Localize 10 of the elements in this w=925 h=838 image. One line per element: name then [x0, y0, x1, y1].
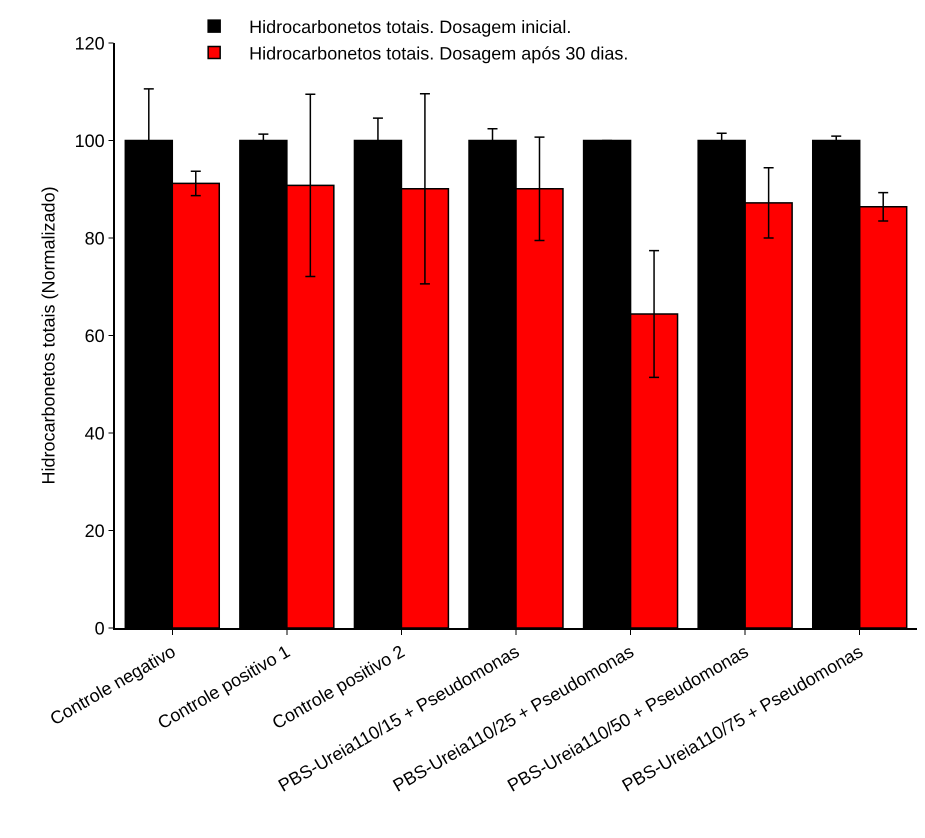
legend-label: Hidrocarbonetos totais. Dosagem inicial.	[249, 17, 572, 38]
y-tick-label: 80	[84, 228, 105, 248]
y-tick-label: 100	[74, 130, 105, 151]
legend-label: Hidrocarbonetos totais. Dosagem após 30 dias.	[249, 44, 628, 64]
y-tick-label: 60	[84, 326, 105, 346]
y-tick-label: 20	[84, 520, 105, 541]
y-tick-label: 0	[94, 618, 105, 638]
y-axis-title: Hidrocarbonetos totais (Normalizado)	[38, 186, 58, 485]
y-tick-label: 120	[74, 33, 105, 54]
y-tick-label: 40	[84, 423, 105, 444]
